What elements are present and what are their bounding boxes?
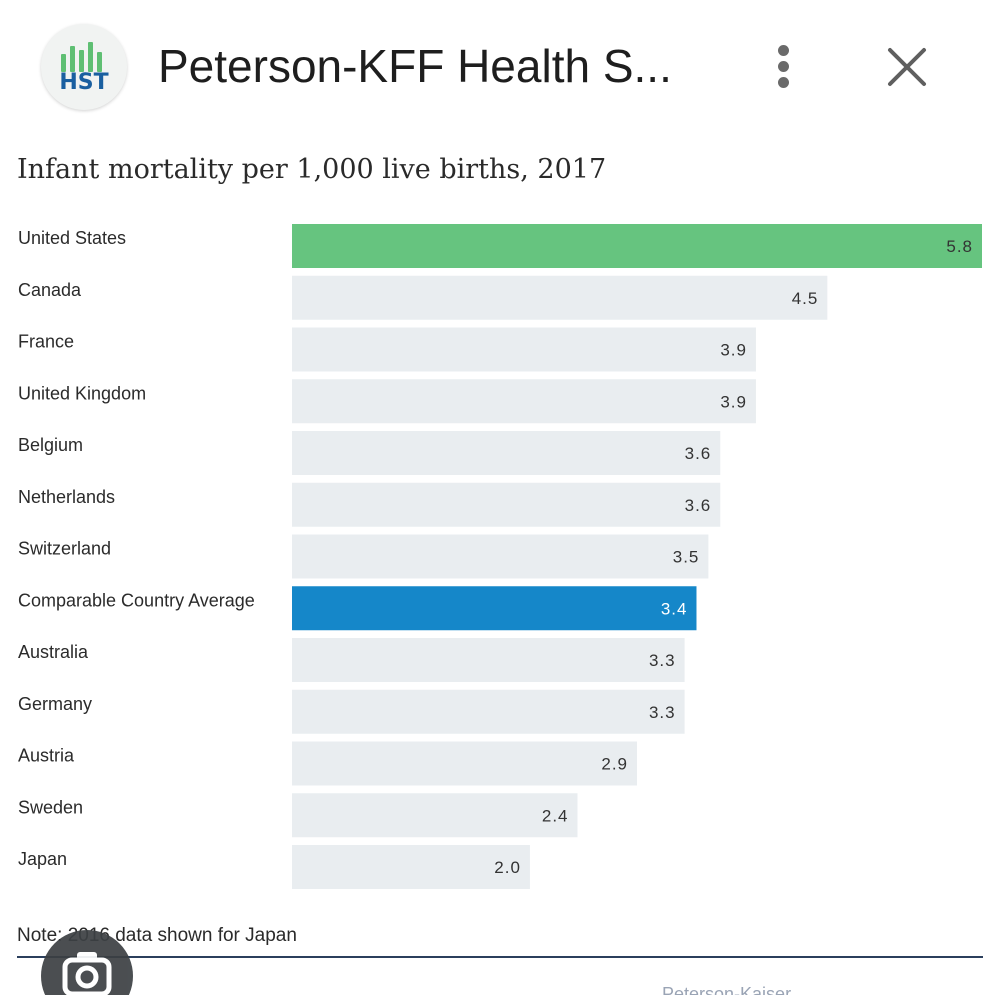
category-label: Switzerland — [18, 539, 111, 559]
bars-logo-icon — [61, 42, 109, 72]
bar — [292, 689, 685, 734]
category-label: Australia — [18, 642, 89, 662]
category-label: United Kingdom — [18, 383, 146, 403]
bar — [292, 275, 828, 320]
category-label: Canada — [18, 280, 82, 300]
value-label: 3.3 — [649, 651, 676, 670]
value-label: 3.4 — [661, 599, 688, 618]
bar — [292, 224, 982, 268]
value-label: 3.5 — [673, 548, 700, 567]
bar — [292, 638, 685, 682]
logo-text: HST — [59, 70, 109, 95]
chart-title: Infant mortality per 1,000 live births, … — [17, 154, 607, 185]
footer-divider — [17, 956, 983, 958]
category-label: Sweden — [18, 797, 83, 817]
bar — [292, 379, 756, 424]
value-label: 3.9 — [720, 341, 747, 360]
value-label: 5.8 — [946, 237, 973, 256]
value-label: 3.6 — [685, 444, 712, 463]
category-label: Austria — [18, 746, 75, 766]
camera-lens-icon[interactable] — [41, 930, 133, 995]
hst-logo: HST — [41, 24, 127, 110]
category-label: Netherlands — [18, 487, 115, 507]
value-label: 3.9 — [720, 392, 747, 411]
value-label: 2.4 — [542, 806, 569, 825]
value-label: 2.0 — [494, 858, 521, 877]
bar — [292, 327, 756, 372]
category-label: Germany — [18, 694, 92, 714]
bar — [292, 845, 530, 889]
value-label: 3.3 — [649, 703, 676, 722]
bar — [292, 482, 721, 527]
more-vertical-icon[interactable] — [770, 42, 798, 90]
value-label: 4.5 — [792, 289, 819, 308]
category-label: France — [18, 332, 74, 352]
bar — [292, 586, 697, 631]
category-label: United States — [18, 228, 126, 248]
bar — [292, 741, 637, 786]
app-header: HST Peterson-KFF Health S... — [0, 0, 1000, 130]
footer-text: Peterson-Kaiser — [662, 984, 792, 995]
value-label: 2.9 — [601, 755, 628, 774]
close-icon[interactable] — [884, 44, 930, 90]
bar — [292, 793, 578, 838]
bar — [292, 431, 721, 475]
value-label: 3.6 — [685, 496, 712, 515]
bar — [292, 534, 709, 579]
category-label: Belgium — [18, 435, 83, 455]
category-label: Comparable Country Average — [18, 590, 255, 610]
category-label: Japan — [18, 849, 67, 869]
